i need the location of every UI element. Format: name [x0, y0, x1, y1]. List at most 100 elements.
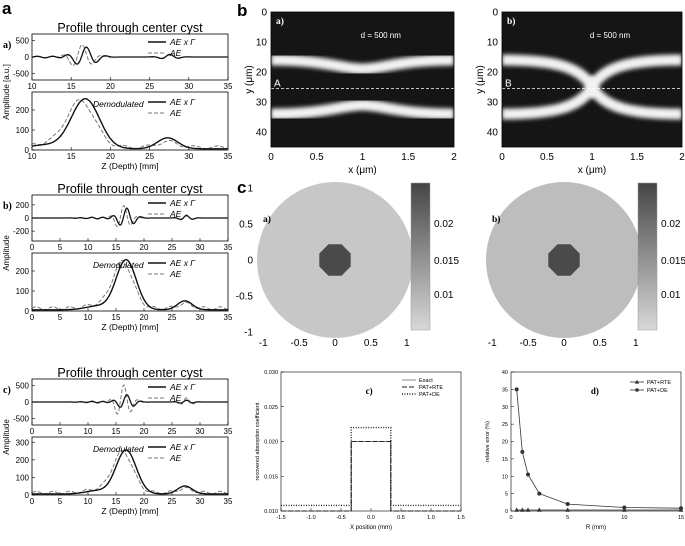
xtick-label: 1 — [589, 152, 595, 163]
series-line-pat-rte — [281, 440, 461, 512]
dem-xtick-label: 10 — [84, 497, 93, 506]
dem-xtick-label: 25 — [168, 497, 177, 506]
dem-ytick-label: 200 — [16, 267, 30, 276]
field-image-frame — [270, 11, 455, 148]
dem-xtick-label: 35 — [224, 313, 233, 322]
ytick-label: 0.010 — [264, 509, 278, 515]
profile-row: Profile through center cyst a) 500 0 -500 AE … — [2, 21, 233, 171]
raw-xtick-label: 5 — [58, 243, 63, 252]
map-tag: a) — [263, 214, 271, 225]
xaxis-label: x (μm) — [348, 165, 377, 176]
xaxis-label: Z (Depth) [mm] — [101, 322, 158, 332]
raw-curve-ae — [31, 44, 228, 66]
demodulated-note: Demodulated — [93, 444, 144, 454]
dem-curve-ae-gamma — [31, 97, 228, 150]
dem-ytick-label: 0 — [25, 146, 30, 155]
map-xtick-label: 0.5 — [364, 338, 378, 349]
data-point-triangle — [621, 507, 627, 512]
dem-xtick-label: 5 — [58, 497, 63, 506]
dem-xtick-label: 30 — [196, 497, 205, 506]
map-inclusion — [319, 244, 351, 276]
legend-label-ae-gamma: AE x Γ — [169, 442, 196, 452]
raw-xtick-label: 30 — [196, 427, 205, 436]
raw-xtick-label: 10 — [84, 427, 93, 436]
legend-label-ae-gamma: AE x Γ — [169, 97, 196, 107]
dem-xtick-label: 30 — [184, 152, 193, 161]
panel-c-maps: a) 0.02 0.015 0.01 1 0.5 0 -0.5 -1 -1 -0.5 0 0.5 1 b) 0… — [236, 182, 685, 349]
xtick-label: 0 — [499, 152, 505, 163]
xaxis-label: Z (Depth) [mm] — [101, 506, 158, 516]
raw-xtick-label: 10 — [28, 82, 37, 91]
ytick-label: 0.015 — [264, 474, 278, 480]
ytick-label: 15 — [502, 457, 508, 463]
demodulated-note: Demodulated — [93, 260, 144, 270]
ytick-label: 40 — [256, 128, 268, 139]
yaxis-label: relative error (%) — [485, 421, 491, 462]
raw-xtick-label: 35 — [224, 243, 233, 252]
data-point-triangle — [536, 507, 542, 512]
dem-ytick-label: 0 — [25, 491, 30, 500]
dem-curve-ae-gamma — [32, 449, 228, 495]
dem-axes-frame — [31, 436, 229, 496]
row-tag: a) — [3, 40, 11, 51]
chart-recovered-absorption: 0.030 0.025 0.020 0.015 0.010-1.5 -1.0 -0.5 0.0… — [255, 370, 465, 531]
raw-xtick-label: 0 — [30, 427, 35, 436]
raw-xtick-label: 15 — [67, 82, 76, 91]
raw-xtick-label: 20 — [140, 427, 149, 436]
xtick-label: 2 — [451, 152, 457, 163]
data-point-circle — [514, 387, 519, 392]
legend-label: PAT+DE — [419, 392, 440, 398]
legend-label: PAT+DE — [647, 388, 668, 394]
ytick-label: 5 — [505, 492, 508, 498]
image-annotation: d = 500 nm — [590, 31, 631, 40]
xtick-label: 0.5 — [397, 515, 405, 521]
raw-xtick-label: 30 — [184, 82, 193, 91]
demodulated-note: Demodulated — [93, 99, 144, 109]
raw-ytick-label: 500 — [16, 37, 30, 46]
map-ytick-label: 1 — [247, 184, 253, 195]
dem-ytick-label: 100 — [16, 126, 30, 135]
bright-band-upper — [270, 54, 455, 75]
yaxis-label: recovered absorption coefficient — [255, 402, 261, 480]
raw-ytick-label: -200 — [13, 227, 30, 236]
series-line-pat-de — [516, 389, 682, 509]
data-point-circle — [520, 449, 525, 454]
xtick-label: 0 — [268, 152, 274, 163]
colorbar-tick-label: 0.01 — [434, 290, 454, 301]
map-ytick-label: -0.5 — [236, 291, 254, 302]
map-tag: b) — [492, 214, 500, 225]
raw-xtick-label: 25 — [168, 427, 177, 436]
colorbar-tick-label: 0.02 — [434, 219, 454, 230]
panel-letter-c: c — [237, 178, 246, 197]
xtick-label: 1.0 — [427, 515, 435, 521]
panel-letter-b: b — [237, 1, 247, 20]
field-image: Aa) d = 500 nm 0 10 20 30 40 0 0.5 1 1.5 2 y (μm) x (… — [244, 8, 457, 177]
legend-label-ae: AE — [169, 453, 182, 463]
dem-xtick-label: 0 — [30, 497, 35, 506]
raw-xtick-label: 5 — [58, 427, 63, 436]
xtick-label: -0.5 — [336, 515, 345, 521]
map-xtick-label: -0.5 — [291, 338, 309, 349]
profile-title: Profile through center cyst — [57, 21, 203, 35]
raw-ytick-label: -500 — [13, 69, 30, 78]
legend-label: Exact — [419, 378, 433, 384]
xtick-label: 2 — [679, 152, 685, 163]
dem-curve-ae — [31, 450, 228, 495]
xtick-label: 15 — [678, 515, 684, 521]
raw-xtick-label: 35 — [224, 427, 233, 436]
ytick-label: 25 — [502, 422, 508, 428]
raw-xtick-label: 15 — [112, 243, 121, 252]
xtick-label: 10 — [621, 515, 627, 521]
legend-label-ae: AE — [169, 48, 182, 58]
data-point-circle — [622, 505, 627, 510]
data-point-triangle — [514, 507, 520, 512]
xaxis-label: Z (Depth) [mm] — [101, 161, 158, 171]
bright-band-junction — [589, 78, 595, 96]
legend-marker — [635, 388, 639, 392]
profile-title: Profile through center cyst — [57, 366, 203, 380]
ytick-label: 0 — [505, 509, 508, 515]
map-xtick-label: -0.5 — [520, 338, 538, 349]
colorbar — [637, 182, 658, 331]
xtick-label: 0 — [509, 515, 512, 521]
